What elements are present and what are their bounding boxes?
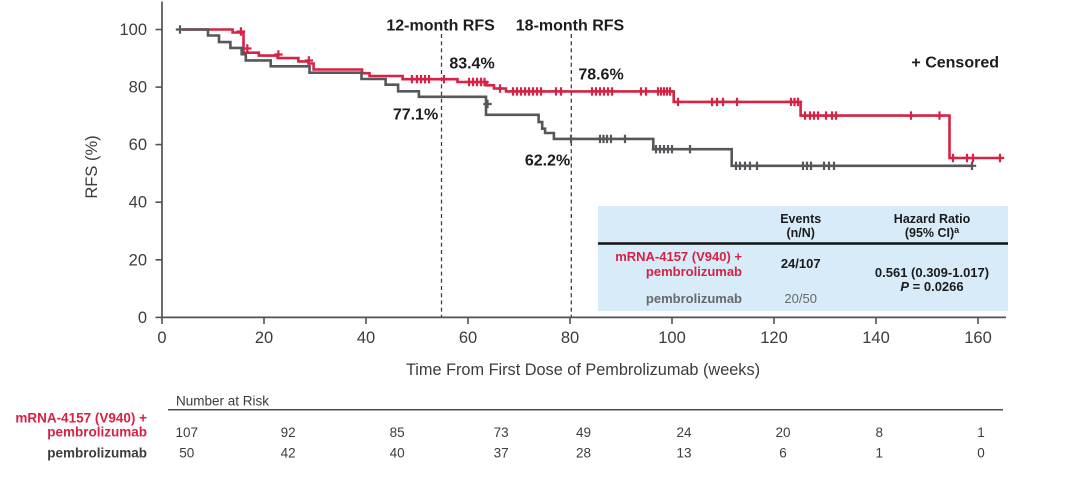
svg-text:pembrolizumab: pembrolizumab xyxy=(47,425,147,440)
svg-text:49: 49 xyxy=(576,425,591,440)
svg-text:pembrolizumab: pembrolizumab xyxy=(47,446,147,461)
svg-text:20: 20 xyxy=(775,425,790,440)
svg-text:6: 6 xyxy=(779,446,787,461)
svg-text:92: 92 xyxy=(281,425,296,440)
svg-text:+ Censored: + Censored xyxy=(911,55,999,72)
svg-text:160: 160 xyxy=(964,329,992,347)
svg-text:(95% CI)a: (95% CI)a xyxy=(905,225,960,240)
svg-text:60: 60 xyxy=(129,136,147,154)
svg-text:28: 28 xyxy=(576,446,591,461)
svg-text:pembrolizumab: pembrolizumab xyxy=(646,291,742,306)
svg-text:24/107: 24/107 xyxy=(781,256,821,271)
svg-text:0: 0 xyxy=(157,329,166,347)
svg-text:50: 50 xyxy=(179,446,194,461)
svg-text:80: 80 xyxy=(129,79,147,97)
svg-text:100: 100 xyxy=(658,329,686,347)
svg-text:Number at Risk: Number at Risk xyxy=(176,394,269,409)
svg-text:0.561 (0.309-1.017): 0.561 (0.309-1.017) xyxy=(875,265,989,280)
svg-text:mRNA-4157 (V940) +: mRNA-4157 (V940) + xyxy=(615,249,742,264)
svg-text:77.1%: 77.1% xyxy=(393,106,438,123)
svg-text:120: 120 xyxy=(760,329,788,347)
svg-text:RFS (%): RFS (%) xyxy=(83,135,101,198)
svg-text:140: 140 xyxy=(862,329,890,347)
svg-text:24: 24 xyxy=(676,425,692,440)
svg-text:0: 0 xyxy=(977,446,985,461)
svg-text:(n/N): (n/N) xyxy=(786,226,814,240)
svg-text:20/50: 20/50 xyxy=(784,291,817,306)
svg-text:80: 80 xyxy=(561,329,579,347)
svg-text:40: 40 xyxy=(357,329,375,347)
svg-text:13: 13 xyxy=(676,446,691,461)
svg-text:8: 8 xyxy=(876,425,884,440)
svg-text:78.6%: 78.6% xyxy=(578,66,623,83)
svg-text:20: 20 xyxy=(255,329,273,347)
svg-text:37: 37 xyxy=(494,446,509,461)
svg-text:107: 107 xyxy=(176,425,199,440)
svg-text:P = 0.0266: P = 0.0266 xyxy=(900,279,963,294)
svg-text:Hazard Ratio: Hazard Ratio xyxy=(894,212,971,226)
svg-text:0: 0 xyxy=(138,309,147,327)
svg-text:40: 40 xyxy=(390,446,405,461)
svg-text:pembrolizumab: pembrolizumab xyxy=(646,264,742,279)
svg-text:12-month RFS: 12-month RFS xyxy=(386,18,495,35)
svg-text:1: 1 xyxy=(977,425,985,440)
svg-text:73: 73 xyxy=(494,425,509,440)
svg-text:60: 60 xyxy=(459,329,477,347)
svg-text:42: 42 xyxy=(281,446,296,461)
svg-text:1: 1 xyxy=(876,446,884,461)
svg-text:100: 100 xyxy=(119,21,147,39)
svg-text:20: 20 xyxy=(129,251,147,269)
svg-text:18-month RFS: 18-month RFS xyxy=(516,18,625,35)
svg-text:Events: Events xyxy=(780,212,821,226)
svg-text:Time From First Dose of Pembro: Time From First Dose of Pembrolizumab (w… xyxy=(406,361,760,379)
svg-text:62.2%: 62.2% xyxy=(525,152,570,169)
svg-text:83.4%: 83.4% xyxy=(449,55,494,72)
svg-text:40: 40 xyxy=(129,194,147,212)
svg-text:mRNA-4157 (V940) +: mRNA-4157 (V940) + xyxy=(15,411,147,426)
svg-text:85: 85 xyxy=(390,425,405,440)
